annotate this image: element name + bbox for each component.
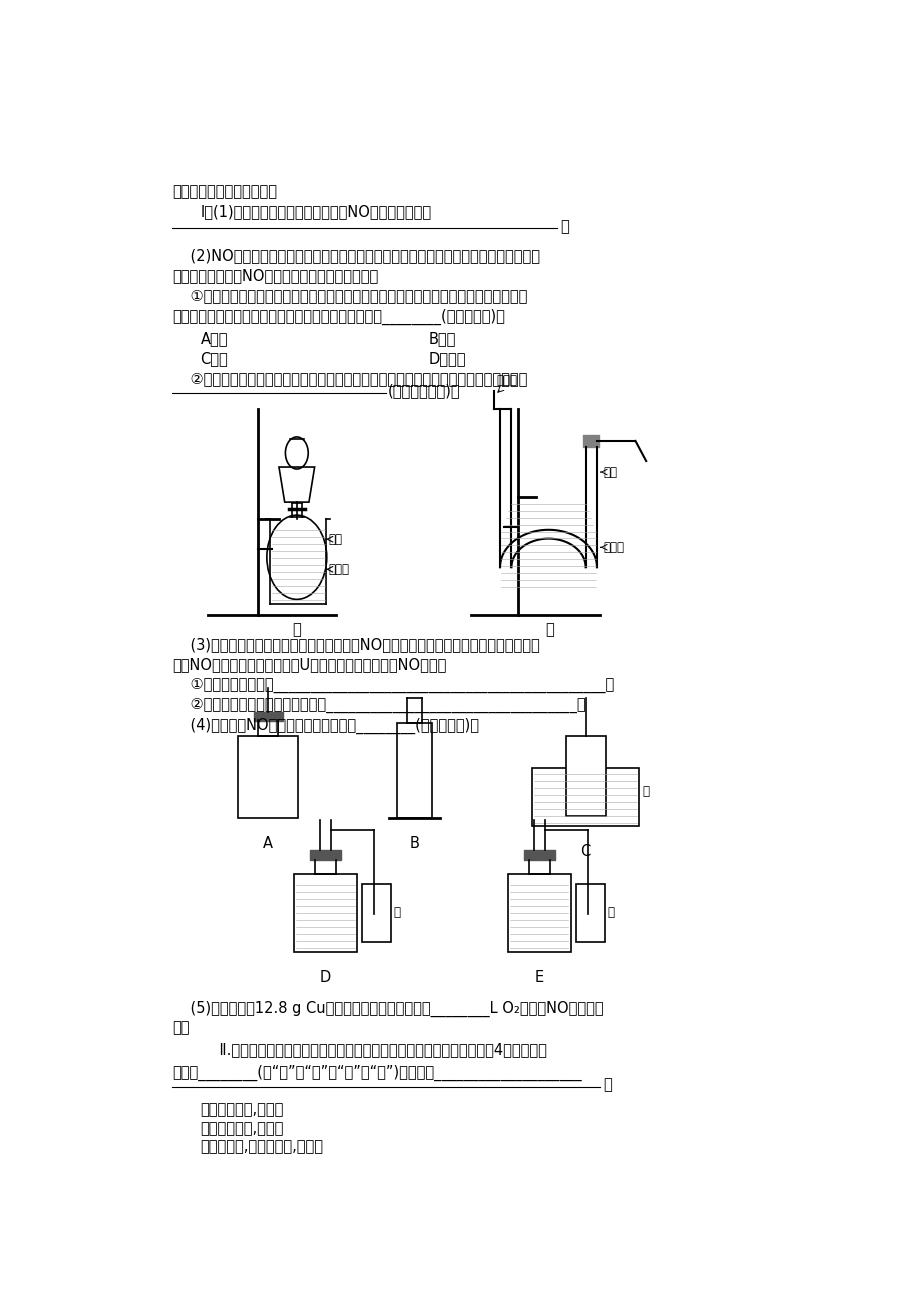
Text: 铜丝: 铜丝 bbox=[329, 533, 343, 546]
Text: Ⅰ．(1)实验室用金属铜和稀稳酸制取NO的离子方程式为: Ⅰ．(1)实验室用金属铜和稀稳酸制取NO的离子方程式为 bbox=[200, 204, 431, 219]
Text: 铜丝: 铜丝 bbox=[603, 466, 617, 479]
Text: D: D bbox=[320, 970, 331, 986]
Text: 稀稳酸: 稀稳酸 bbox=[329, 562, 349, 575]
Text: ②打开分液漏斗的活塞使反应进行，在分液漏斗中实际看到的气体是红棕色的，原因是: ②打开分液漏斗的活塞使反应进行，在分液漏斗中实际看到的气体是红棕色的，原因是 bbox=[172, 371, 527, 385]
Text: 水: 水 bbox=[641, 785, 648, 798]
Text: (3)为证明铜丝与稀稳酸反应生成的确实是NO，某学生另设计了一套如图乙所示的装置: (3)为证明铜丝与稀稳酸反应生成的确实是NO，某学生另设计了一套如图乙所示的装置 bbox=[172, 638, 539, 652]
Text: ②让反应停止的操作方法及原因是__________________________________。: ②让反应停止的操作方法及原因是_________________________… bbox=[172, 698, 585, 712]
Text: D．玻璃: D．玻璃 bbox=[428, 350, 466, 366]
Text: 枢和外围神经系统的调控。: 枢和外围神经系统的调控。 bbox=[172, 185, 277, 199]
Text: (填化学方程式)。: (填化学方程式)。 bbox=[388, 383, 460, 398]
Polygon shape bbox=[565, 736, 605, 816]
Text: 水: 水 bbox=[607, 906, 614, 919]
Text: 制取NO。反应开始后，可以在U形管右端观察到无色的NO气体。: 制取NO。反应开始后，可以在U形管右端观察到无色的NO气体。 bbox=[172, 658, 446, 673]
Text: 甲：铜浓稳酸,稳酸铜: 甲：铜浓稳酸,稳酸铜 bbox=[200, 1103, 284, 1117]
Text: C．铂: C．铂 bbox=[200, 350, 228, 366]
Text: C: C bbox=[580, 844, 590, 859]
Text: ①长玻璃管的作用是_____________________________________________。: ①长玻璃管的作用是_______________________________… bbox=[172, 677, 614, 693]
Text: 乙：铜稀稳酸,稳酸铜: 乙：铜稀稳酸,稳酸铜 bbox=[200, 1121, 284, 1135]
Text: 。: 。 bbox=[560, 219, 569, 234]
Text: B．铝: B．铝 bbox=[428, 331, 456, 346]
Text: 乙: 乙 bbox=[545, 622, 554, 638]
Text: 水。: 水。 bbox=[172, 1021, 189, 1035]
Text: E: E bbox=[534, 970, 543, 986]
Text: (4)以下收集NO气体的装置，合理的是________(填选项代号)。: (4)以下收集NO气体的装置，合理的是________(填选项代号)。 bbox=[172, 717, 479, 734]
Text: Ⅱ.用金属铜制取稳酸铜，从节约原料和防止环境污染的角度考虑，下列4种方法中最: Ⅱ.用金属铜制取稳酸铜，从节约原料和防止环境污染的角度考虑，下列4种方法中最 bbox=[200, 1043, 546, 1057]
Text: B: B bbox=[409, 836, 419, 852]
Text: 好的是________(填“甲”、“乙”、“丙”或“丁”)，理由是____________________: 好的是________(填“甲”、“乙”、“丙”或“丁”)，理由是_______… bbox=[172, 1065, 581, 1081]
Text: ①实验室若没有铜丝，而只有小铜粒，在使用上述装置进行实验时，可用丝状材料包裹: ①实验室若没有铜丝，而只有小铜粒，在使用上述装置进行实验时，可用丝状材料包裹 bbox=[172, 289, 527, 303]
Text: A．铁: A．铁 bbox=[200, 331, 228, 346]
Text: (5)假设实验中12.8 g Cu全部溶解，需要通入标况下________L O₂才能使NO全部溶于: (5)假设实验中12.8 g Cu全部溶解，需要通入标况下________L O… bbox=[172, 1000, 603, 1017]
Text: 玻璃管: 玻璃管 bbox=[496, 374, 516, 387]
Text: 铜粒以代替铜丝进行实验，这种丝状材料的成分可以是________(填选项编号)。: 铜粒以代替铜丝进行实验，这种丝状材料的成分可以是________(填选项编号)。 bbox=[172, 309, 505, 324]
Text: 丙：铜氯气,氯化铜稳酸,稳酸铜: 丙：铜氯气,氯化铜稳酸,稳酸铜 bbox=[200, 1139, 323, 1154]
Text: 随用、随关随停的NO气体发生装置，如图甲所示。: 随用、随关随停的NO气体发生装置，如图甲所示。 bbox=[172, 268, 378, 284]
Text: 稀稳酸: 稀稳酸 bbox=[603, 540, 624, 553]
Text: 甲: 甲 bbox=[292, 622, 301, 638]
Text: (2)NO是有毒气体，某学生为防止污染，用分液漏斗和烧杯装配了一套简易的、能随开: (2)NO是有毒气体，某学生为防止污染，用分液漏斗和烧杯装配了一套简易的、能随开 bbox=[172, 249, 539, 263]
Text: A: A bbox=[263, 836, 273, 852]
Text: 水: 水 bbox=[393, 906, 401, 919]
Text: 。: 。 bbox=[603, 1077, 611, 1092]
